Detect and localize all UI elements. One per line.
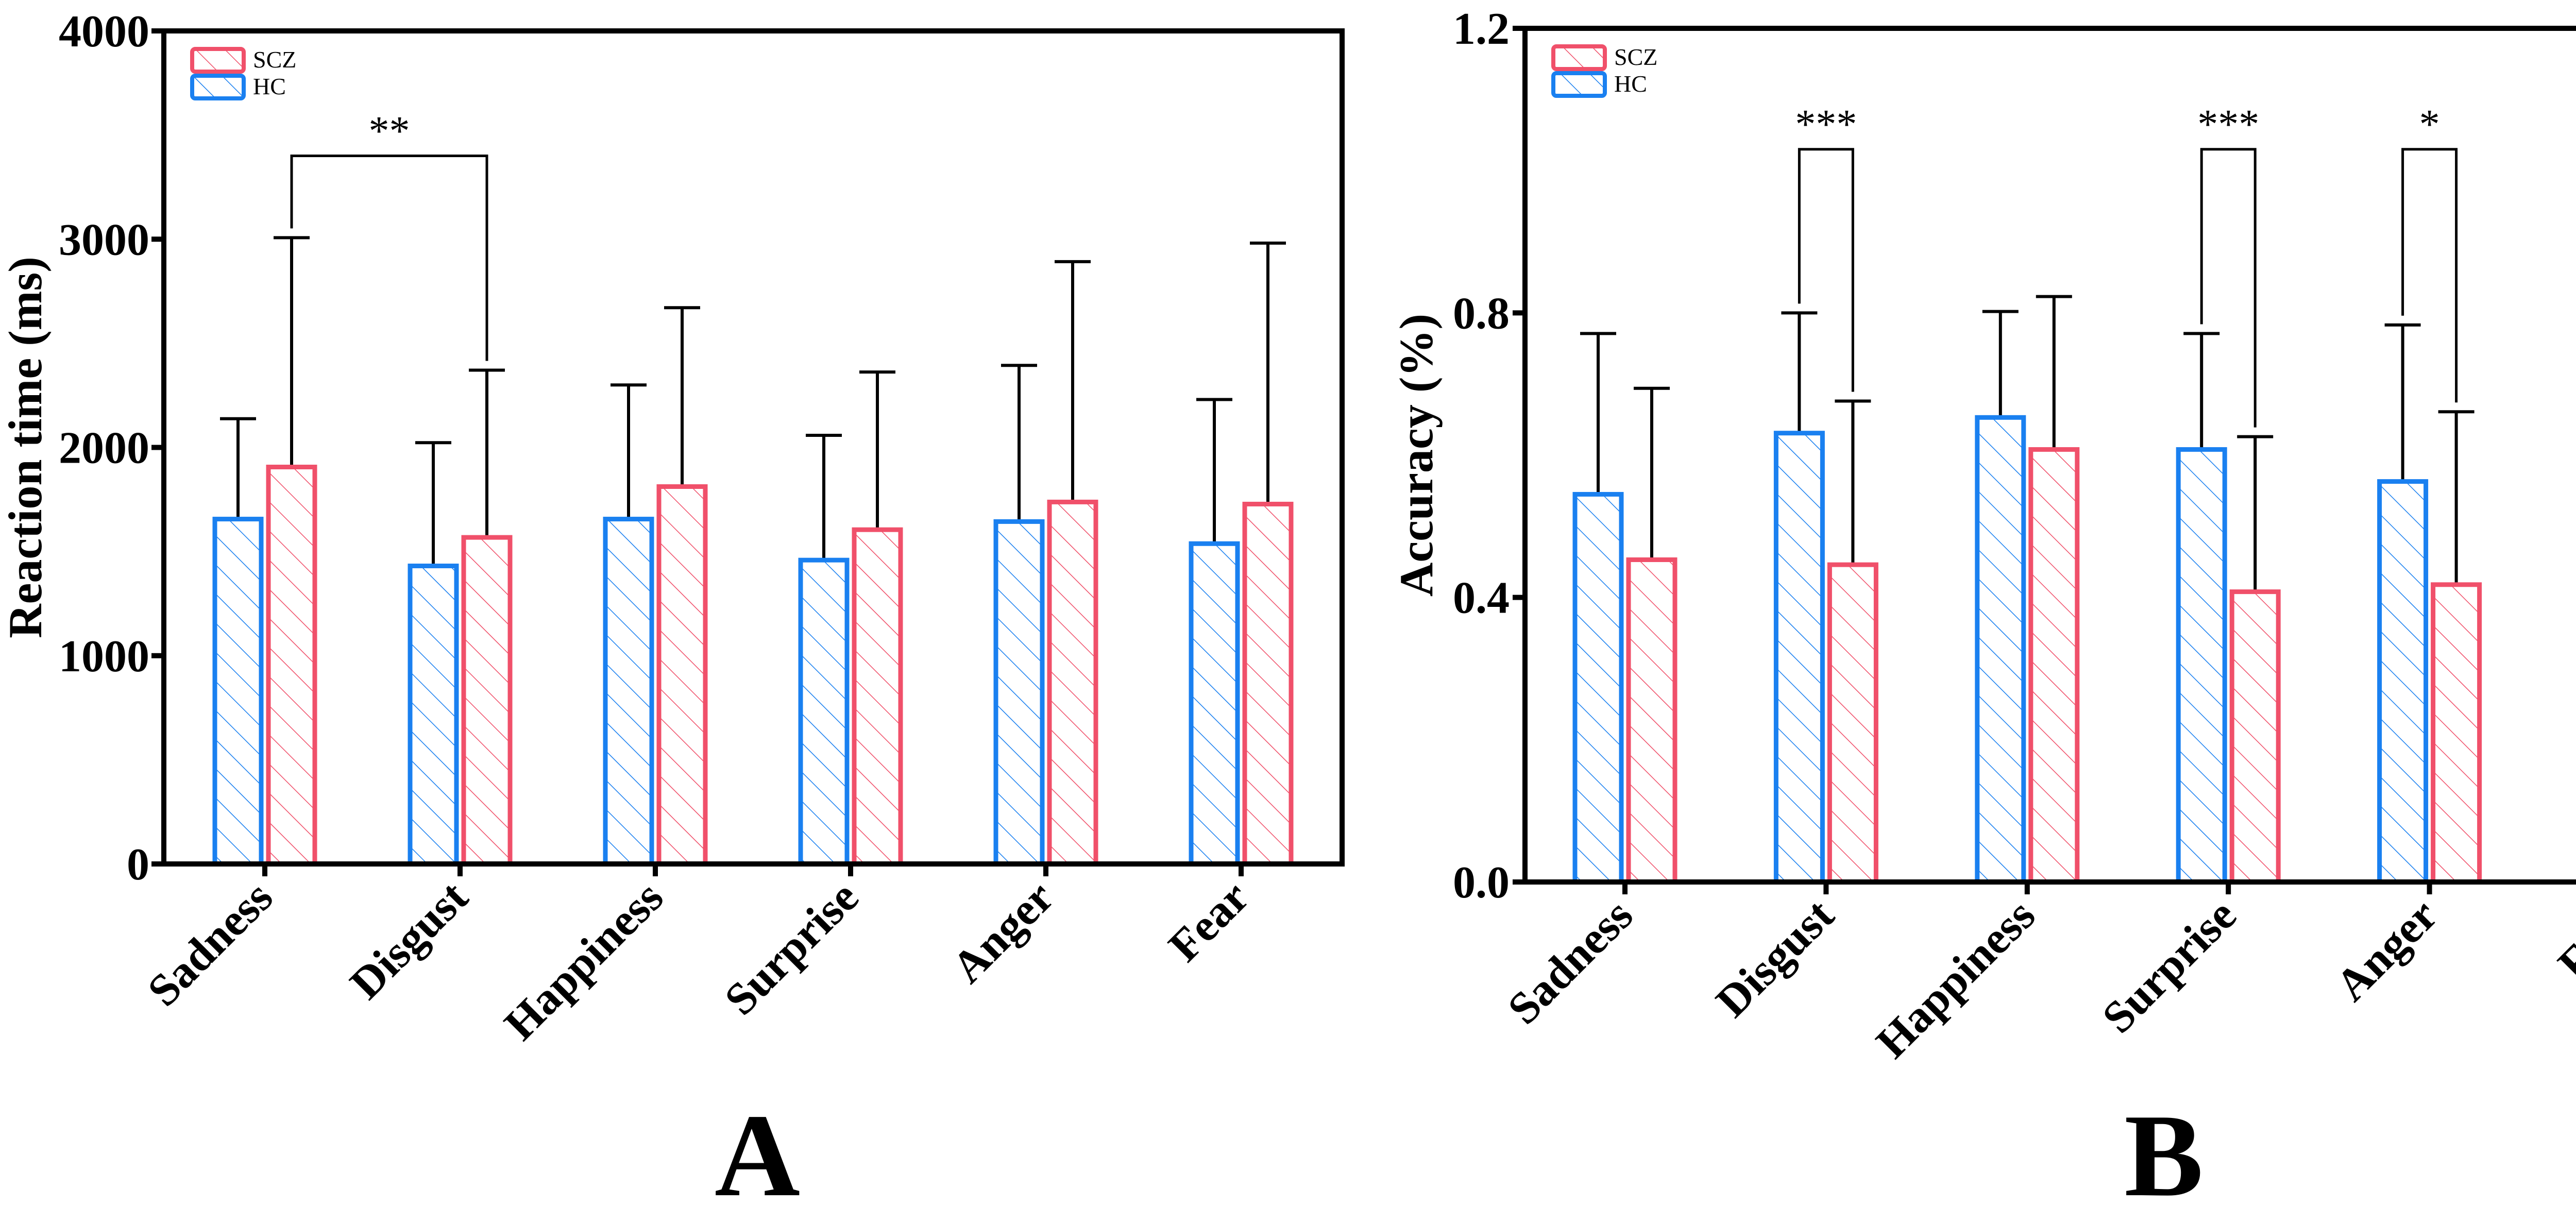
y-axis-title: Reaction time (ms) bbox=[0, 257, 52, 638]
significance-label: ** bbox=[369, 109, 410, 154]
y-tick-label: 1000 bbox=[59, 632, 149, 682]
y-tick-label: 0.0 bbox=[1453, 858, 1510, 908]
panel-label-b: B bbox=[2124, 1090, 2203, 1205]
legend-swatch-hc bbox=[190, 74, 246, 100]
y-tick-label: 0.8 bbox=[1453, 288, 1510, 338]
y-axis-title: Accuracy (%) bbox=[1390, 314, 1443, 597]
legend-swatch-hc bbox=[1551, 71, 1607, 98]
legend-label-hc: HC bbox=[253, 73, 286, 99]
bar-scz-happiness bbox=[2028, 447, 2080, 885]
panel-a-reaction-time-chart: ** 0 1000 2000 3000 4000 Sadness Disgust Happine… bbox=[0, 7, 1345, 1050]
bar-scz-disgust bbox=[461, 535, 513, 867]
panel-b-accuracy-chart: *********0.00.40.81.2SadnessDisgustHappi… bbox=[1390, 4, 2576, 1068]
bar-scz-surprise bbox=[2229, 589, 2281, 885]
bar-hc-disgust bbox=[408, 564, 459, 867]
bar-hc-disgust bbox=[1773, 431, 1825, 885]
bar-hc-anger bbox=[993, 519, 1045, 867]
y-tick-label: 1.2 bbox=[1453, 4, 1510, 54]
y-tick-label: 0 bbox=[127, 840, 149, 890]
bar-scz-sadness bbox=[1626, 557, 1677, 885]
legend-label-hc: HC bbox=[1614, 71, 1647, 97]
significance-bracket bbox=[1798, 148, 1854, 392]
x-category-label: Sadness bbox=[139, 872, 283, 1016]
significance-bracket bbox=[2200, 148, 2257, 428]
bar-scz-happiness bbox=[656, 484, 708, 867]
x-category-label: Surprise bbox=[715, 872, 868, 1025]
bar-scz-fear bbox=[1242, 501, 1294, 867]
bar-hc-anger bbox=[2377, 479, 2429, 885]
bar-scz-sadness bbox=[266, 464, 317, 867]
bar-hc-happiness bbox=[603, 517, 654, 867]
plot-frame bbox=[1522, 26, 2576, 885]
legend-label-scz: SCZ bbox=[1614, 44, 1657, 70]
x-category-label: Anger bbox=[2326, 890, 2447, 1011]
bar-hc-surprise bbox=[798, 557, 850, 867]
bar-scz-disgust bbox=[1827, 562, 1878, 885]
x-category-label: Happiness bbox=[1867, 890, 2045, 1068]
significance-label: *** bbox=[1795, 102, 1857, 147]
x-category-label: Fear bbox=[2549, 890, 2576, 990]
x-category-label: Disgust bbox=[1707, 890, 1844, 1027]
x-category-label: Anger bbox=[943, 872, 1063, 993]
legend-label-scz: SCZ bbox=[253, 46, 296, 73]
panel-label-a: A bbox=[715, 1090, 800, 1205]
legend-swatch-scz bbox=[190, 47, 246, 74]
bar-scz-anger bbox=[1047, 499, 1098, 867]
x-category-label: Surprise bbox=[2093, 890, 2246, 1043]
significance-bracket bbox=[2401, 148, 2458, 403]
bar-hc-fear bbox=[1189, 541, 1240, 867]
bar-scz-surprise bbox=[852, 527, 903, 867]
y-tick-label: 4000 bbox=[59, 7, 149, 57]
bar-hc-happiness bbox=[1975, 415, 2026, 885]
bar-hc-sadness bbox=[1572, 491, 1624, 885]
x-category-label: Disgust bbox=[341, 872, 478, 1009]
bar-scz-anger bbox=[2431, 582, 2482, 885]
legend-swatch-scz bbox=[1551, 44, 1607, 71]
y-tick-label: 2000 bbox=[59, 423, 149, 473]
y-tick-label: 0.4 bbox=[1453, 573, 1510, 623]
y-tick-label: 3000 bbox=[59, 215, 149, 265]
significance-label: * bbox=[2419, 102, 2440, 147]
x-category-label: Happiness bbox=[495, 872, 673, 1050]
significance-label: *** bbox=[2197, 102, 2259, 147]
bar-hc-surprise bbox=[2176, 447, 2227, 885]
bar-hc-sadness bbox=[212, 517, 264, 867]
x-category-label: Sadness bbox=[1499, 890, 1643, 1034]
x-category-label: Fear bbox=[1159, 872, 1259, 972]
significance-bracket bbox=[290, 155, 488, 361]
